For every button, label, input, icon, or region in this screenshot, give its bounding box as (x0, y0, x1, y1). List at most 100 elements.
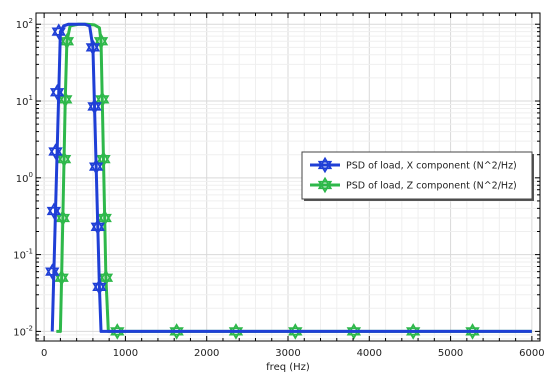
data-point-marker (51, 23, 66, 40)
data-point-marker (465, 323, 480, 340)
marker-triangle-down (169, 327, 184, 340)
data-point-marker (59, 32, 75, 50)
x-tick-label: 2000 (194, 348, 219, 359)
legend-label: PSD of load, X component (N^2/Hz) (346, 161, 517, 172)
marker-triangle-up (317, 176, 333, 190)
data-point-marker (228, 323, 244, 340)
marker-triangle-down (97, 213, 112, 227)
data-point-marker (110, 323, 125, 340)
data-point-marker (58, 91, 73, 108)
legend-label: PSD of load, Z component (N^2/Hz) (346, 181, 517, 192)
y-tick-label: 100 (16, 171, 33, 185)
marker-triangle-up (465, 323, 480, 336)
x-tick-label: 1000 (113, 348, 138, 359)
marker-triangle-up (110, 323, 125, 336)
marker-triangle-down (90, 222, 105, 236)
data-point-marker (55, 209, 71, 227)
x-tick-label: 4000 (357, 348, 382, 359)
data-point-marker (87, 98, 102, 115)
marker-triangle-up (88, 158, 104, 171)
data-point-marker (95, 91, 110, 108)
data-point-marker (46, 202, 62, 220)
marker-triangle-down (58, 95, 73, 108)
marker-triangle-up (87, 98, 102, 111)
data-point-marker (98, 269, 114, 287)
marker-triangle-down (406, 327, 421, 340)
x-tick-label: 5000 (438, 348, 463, 359)
marker-triangle-up (406, 323, 421, 336)
data-point-marker (45, 263, 60, 280)
y-tick-label: 10-2 (13, 324, 33, 338)
marker-triangle-down (45, 267, 60, 280)
legend-box (301, 151, 533, 200)
data-point-marker (92, 278, 107, 296)
marker-triangle-down (54, 273, 69, 287)
data-point-marker (96, 150, 111, 168)
marker-triangle-up (48, 143, 63, 156)
x-axis-label: freq (Hz) (266, 362, 310, 373)
marker-triangle-down (228, 327, 244, 340)
marker-triangle-up (55, 209, 71, 223)
series-layer (45, 22, 532, 340)
marker-triangle-up (98, 269, 114, 282)
marker-triangle-up (228, 323, 244, 336)
data-point-marker (288, 323, 303, 340)
data-point-marker (93, 32, 109, 50)
series-line-x (50, 22, 532, 333)
marker-triangle-down (59, 37, 75, 50)
marker-triangle-up (317, 156, 333, 170)
marker-triangle-down (96, 154, 111, 168)
x-tick-label: 0 (41, 348, 47, 359)
y-tick-label: 101 (16, 94, 33, 108)
marker-triangle-down (88, 162, 104, 175)
marker-triangle-up (97, 209, 112, 223)
marker-triangle-down (92, 282, 107, 296)
marker-triangle-down (288, 327, 303, 340)
data-point-marker (85, 39, 101, 56)
y-tick-label: 10-1 (13, 248, 33, 262)
data-point-marker (169, 323, 184, 340)
marker-triangle-down (85, 43, 101, 56)
x-tick-label: 6000 (519, 348, 544, 359)
legend: PSD of load, X component (N^2/Hz) PSD of … (301, 151, 534, 201)
marker-triangle-up (45, 263, 60, 276)
marker-triangle-down (48, 147, 63, 160)
marker-triangle-up (56, 150, 72, 164)
data-point-marker (90, 218, 105, 236)
marker-triangle-down (46, 206, 62, 220)
marker-triangle-down (465, 327, 480, 340)
marker-triangle-up (346, 323, 362, 336)
marker-triangle-up (93, 32, 109, 46)
marker-triangle-up (96, 150, 111, 164)
axes-ticks: 0 1000 2000 3000 4000 5000 6000 10-2 10-1 100 101 1… (13, 13, 545, 359)
marker-triangle-down (95, 95, 110, 108)
legend-marker (317, 156, 333, 174)
marker-triangle-down (317, 160, 333, 174)
x-tick-label: 3000 (275, 348, 300, 359)
marker-triangle-up (95, 91, 110, 104)
marker-triangle-up (288, 323, 303, 336)
data-point-marker (97, 209, 112, 227)
marker-triangle-up (85, 39, 101, 52)
legend-marker (317, 176, 333, 194)
marker-triangle-down (346, 327, 362, 340)
data-point-marker (49, 83, 65, 101)
marker-triangle-down (110, 327, 125, 340)
marker-triangle-up (54, 269, 69, 282)
data-point-marker (54, 269, 69, 287)
marker-triangle-down (49, 88, 65, 101)
marker-triangle-up (49, 83, 65, 97)
marker-triangle-up (59, 32, 75, 46)
marker-triangle-down (51, 27, 66, 40)
marker-triangle-up (92, 278, 107, 292)
marker-triangle-up (51, 23, 66, 36)
data-point-marker (88, 158, 104, 175)
marker-triangle-up (58, 91, 73, 104)
marker-triangle-up (169, 323, 184, 336)
marker-triangle-up (46, 202, 62, 216)
marker-triangle-down (317, 180, 333, 194)
data-point-marker (56, 150, 72, 168)
y-tick-label: 102 (16, 17, 33, 31)
